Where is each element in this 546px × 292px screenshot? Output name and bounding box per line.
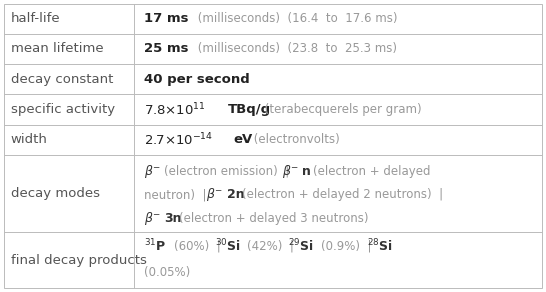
- Text: (electronvolts): (electronvolts): [250, 133, 340, 146]
- Text: $^{30}$Si: $^{30}$Si: [215, 237, 240, 254]
- Text: (terabecquerels per gram): (terabecquerels per gram): [261, 103, 422, 116]
- Text: $^{29}$Si: $^{29}$Si: [288, 237, 314, 254]
- Text: (0.9%)  |: (0.9%) |: [321, 239, 371, 252]
- Text: $^{31}$P: $^{31}$P: [144, 237, 166, 254]
- Text: eV: eV: [234, 133, 253, 146]
- Text: specific activity: specific activity: [11, 103, 115, 116]
- Text: half-life: half-life: [11, 12, 61, 25]
- Text: (0.05%): (0.05%): [144, 266, 190, 279]
- Text: $2.7{\times}10^{-14}$: $2.7{\times}10^{-14}$: [144, 132, 213, 148]
- Text: (electron emission)  |: (electron emission) |: [164, 165, 289, 178]
- Text: final decay products: final decay products: [11, 254, 147, 267]
- Text: $\beta^{-}$: $\beta^{-}$: [144, 163, 161, 180]
- Text: $^{28}$Si: $^{28}$Si: [367, 237, 393, 254]
- Text: (electron + delayed: (electron + delayed: [313, 165, 430, 178]
- Text: $7.8{\times}10^{11}$: $7.8{\times}10^{11}$: [144, 101, 205, 118]
- Text: decay constant: decay constant: [11, 73, 114, 86]
- Text: (electron + delayed 2 neutrons)  |: (electron + delayed 2 neutrons) |: [242, 188, 443, 201]
- Text: $\beta^{-}$: $\beta^{-}$: [144, 210, 161, 227]
- Text: (milliseconds)  (23.8  to  25.3 ms): (milliseconds) (23.8 to 25.3 ms): [194, 42, 397, 55]
- Text: 25 ms: 25 ms: [144, 42, 188, 55]
- Text: $\beta^{-}$: $\beta^{-}$: [206, 186, 224, 204]
- Text: (milliseconds)  (16.4  to  17.6 ms): (milliseconds) (16.4 to 17.6 ms): [194, 12, 397, 25]
- Text: (electron + delayed 3 neutrons): (electron + delayed 3 neutrons): [179, 212, 369, 225]
- Text: (42%)  |: (42%) |: [247, 239, 294, 252]
- Text: TBq/g: TBq/g: [228, 103, 271, 116]
- Text: (60%)  |: (60%) |: [174, 239, 221, 252]
- Text: 17 ms: 17 ms: [144, 12, 188, 25]
- Text: n: n: [302, 165, 311, 178]
- Text: width: width: [11, 133, 48, 146]
- Text: 3n: 3n: [164, 212, 182, 225]
- Text: 40 per second: 40 per second: [144, 73, 250, 86]
- Text: mean lifetime: mean lifetime: [11, 42, 104, 55]
- Text: neutron)  |: neutron) |: [144, 188, 206, 201]
- Text: 2n: 2n: [227, 188, 245, 201]
- Text: $\beta^{-}$: $\beta^{-}$: [282, 163, 299, 180]
- Text: decay modes: decay modes: [11, 187, 100, 200]
